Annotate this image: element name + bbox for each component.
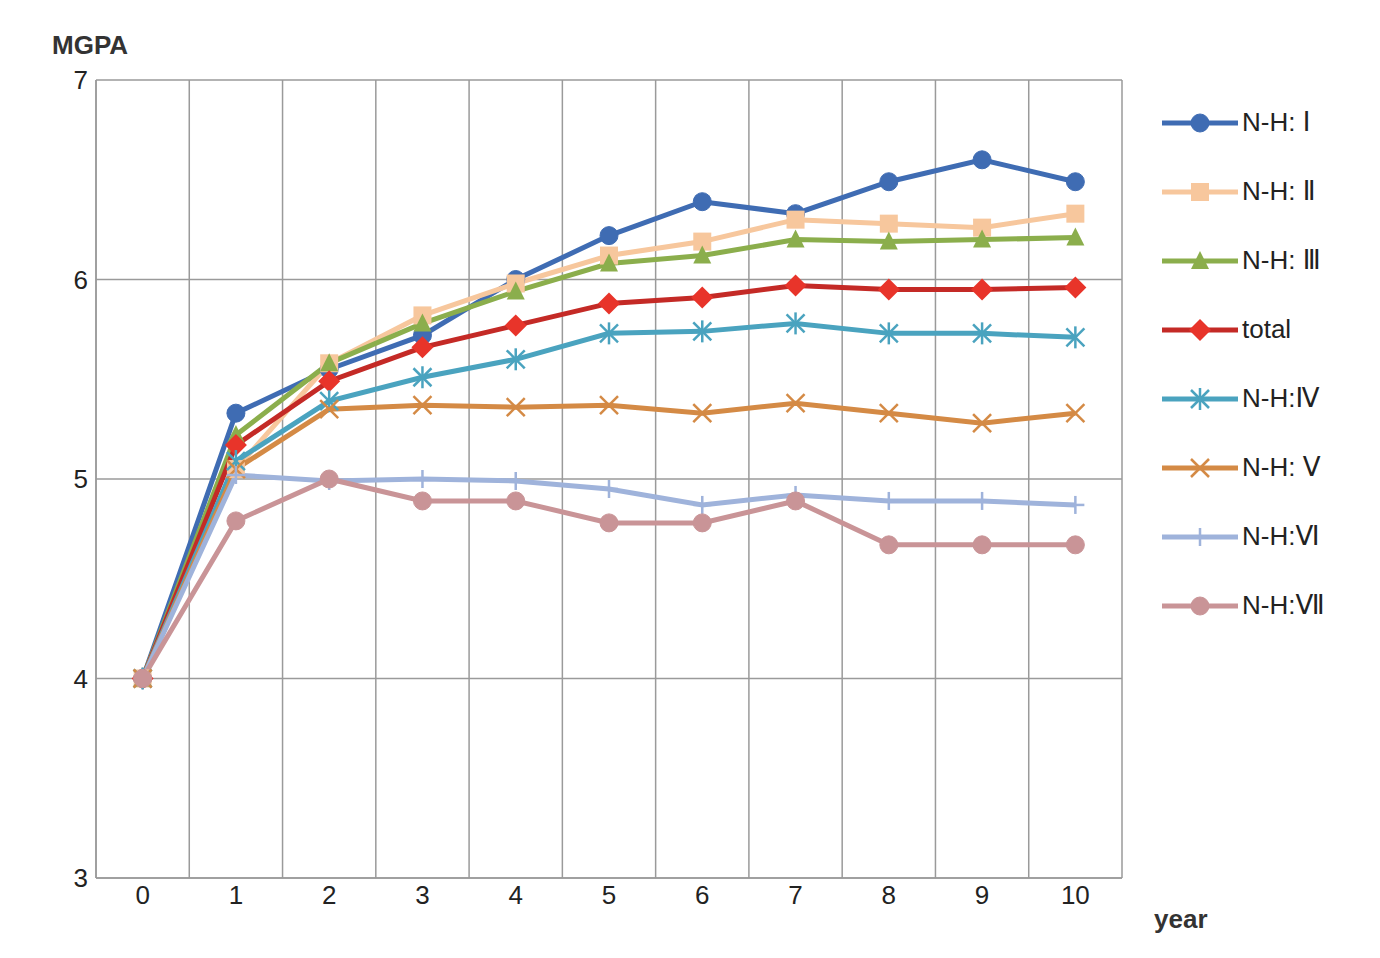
svg-text:0: 0 [135,880,149,910]
svg-text:5: 5 [74,464,88,494]
svg-text:9: 9 [975,880,989,910]
html-text:MGPA: MGPA [52,30,129,60]
html-text:N-H:Ⅶ: N-H:Ⅶ [1242,590,1325,620]
html-text:total: total [1242,314,1292,344]
svg-text:3: 3 [74,863,88,893]
html-text:N-H: Ⅱ: N-H: Ⅱ [1242,176,1316,206]
svg-text:6: 6 [695,880,709,910]
html-text:N-H:Ⅳ: N-H:Ⅳ [1242,383,1320,413]
svg-text:7: 7 [74,65,88,95]
svg-text:3: 3 [415,880,429,910]
svg-text:7: 7 [788,880,802,910]
html-text:N-H: Ⅰ: N-H: Ⅰ [1242,107,1311,137]
svg-text:10: 10 [1061,880,1090,910]
html-text:N-H:Ⅵ: N-H:Ⅵ [1242,521,1320,551]
svg-text:4: 4 [74,664,88,694]
html-text:year: year [1154,904,1208,934]
html-text:N-H: Ⅲ: N-H: Ⅲ [1242,245,1321,275]
svg-text:4: 4 [508,880,522,910]
svg-text:5: 5 [602,880,616,910]
svg-text:6: 6 [74,265,88,295]
svg-text:2: 2 [322,880,336,910]
svg-text:1: 1 [229,880,243,910]
html-text:N-H: Ⅴ: N-H: Ⅴ [1242,452,1321,482]
svg-text:8: 8 [882,880,896,910]
